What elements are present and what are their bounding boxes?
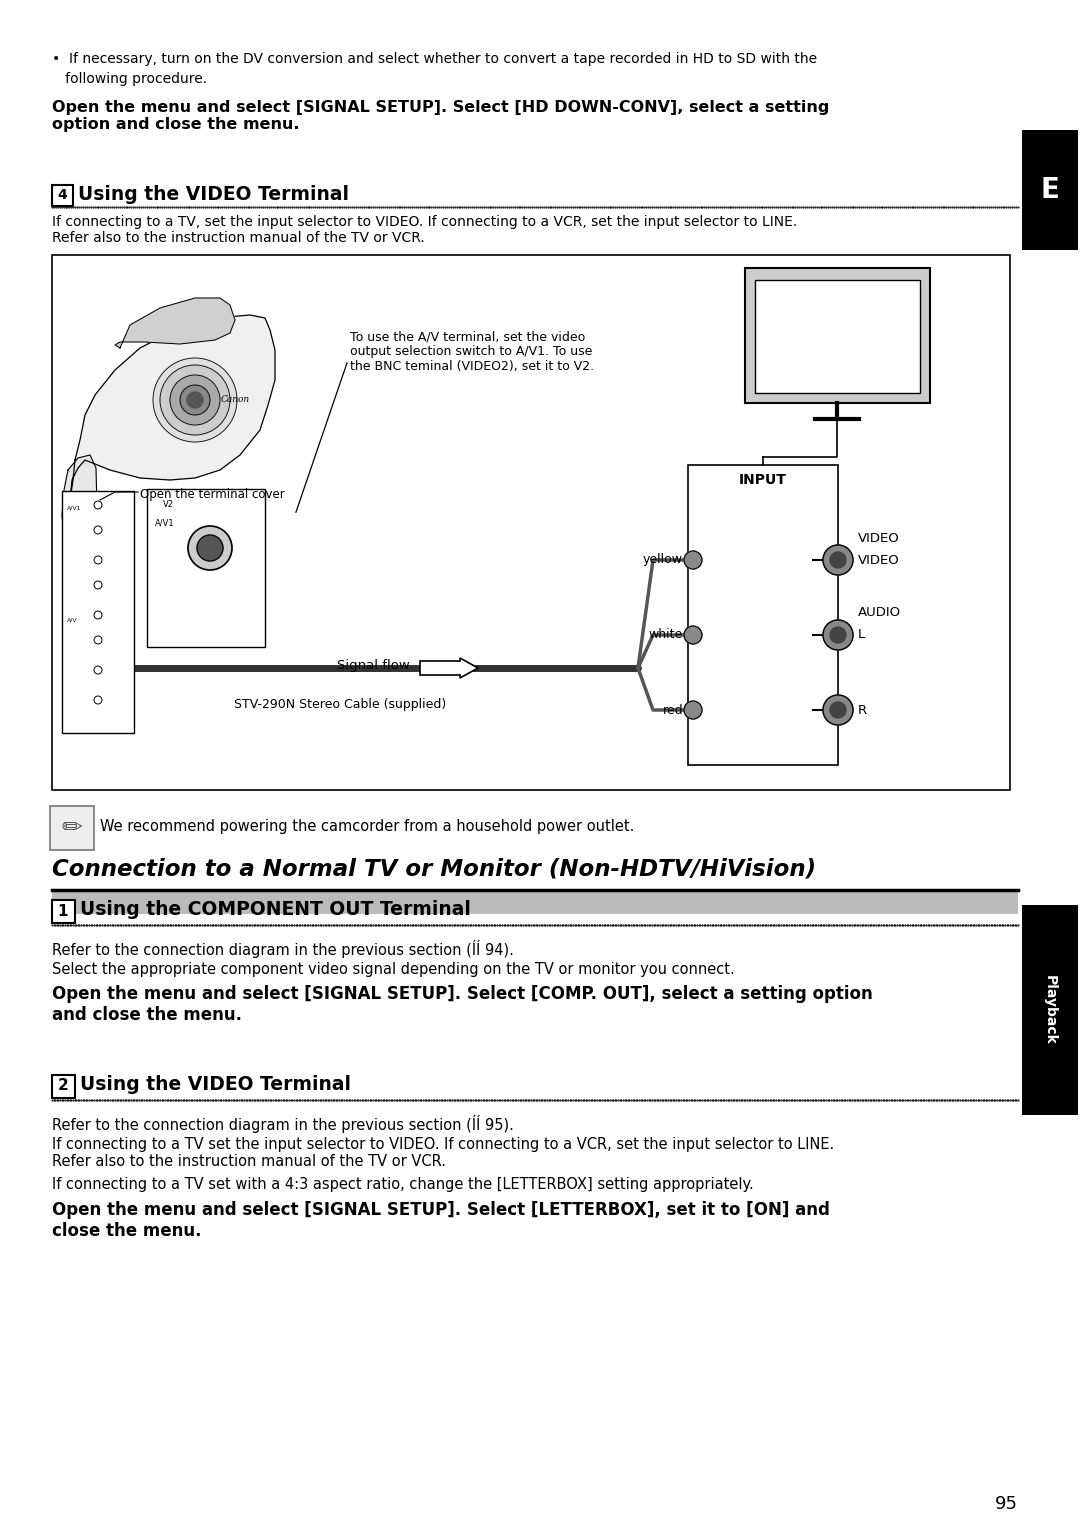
Circle shape [180, 385, 210, 416]
FancyArrow shape [420, 659, 478, 678]
Circle shape [831, 626, 846, 643]
Text: •  If necessary, turn on the DV conversion and select whether to convert a tape : • If necessary, turn on the DV conversio… [52, 52, 818, 66]
Text: ✏: ✏ [62, 816, 82, 840]
Text: A/V1: A/V1 [67, 506, 81, 510]
Text: Connection to a Normal TV or Monitor (Non-HDTV/HiVision): Connection to a Normal TV or Monitor (No… [52, 859, 816, 882]
Circle shape [187, 393, 203, 408]
Text: white: white [649, 628, 683, 642]
Circle shape [197, 535, 222, 561]
FancyBboxPatch shape [50, 805, 94, 850]
FancyBboxPatch shape [62, 490, 134, 733]
Text: E: E [1040, 176, 1059, 205]
Text: A/V: A/V [67, 617, 78, 622]
Text: Playback: Playback [1043, 975, 1057, 1045]
Circle shape [684, 626, 702, 643]
Circle shape [170, 374, 220, 425]
Circle shape [831, 552, 846, 568]
Text: If connecting to a TV, set the input selector to VIDEO. If connecting to a VCR, : If connecting to a TV, set the input sel… [52, 215, 797, 244]
FancyBboxPatch shape [52, 185, 72, 205]
Circle shape [684, 701, 702, 720]
Text: R: R [858, 703, 867, 717]
Text: Canon: Canon [220, 396, 249, 405]
FancyBboxPatch shape [52, 900, 75, 923]
FancyBboxPatch shape [52, 255, 1010, 790]
Text: If connecting to a TV set with a 4:3 aspect ratio, change the [LETTERBOX] settin: If connecting to a TV set with a 4:3 asp… [52, 1177, 754, 1192]
Text: Signal flow: Signal flow [337, 660, 410, 672]
FancyBboxPatch shape [147, 489, 265, 646]
Text: VIDEO: VIDEO [858, 532, 900, 544]
Text: 95: 95 [995, 1494, 1018, 1513]
Text: To use the A/V terminal, set the video
output selection switch to A/V1. To use
t: To use the A/V terminal, set the video o… [350, 330, 594, 373]
Text: 2: 2 [57, 1079, 68, 1094]
Circle shape [823, 545, 853, 575]
Text: L: L [858, 628, 865, 642]
Circle shape [823, 620, 853, 649]
FancyBboxPatch shape [52, 1074, 75, 1097]
FancyBboxPatch shape [745, 267, 930, 403]
FancyBboxPatch shape [52, 889, 1018, 914]
Text: Open the menu and select [SIGNAL SETUP]. Select [COMP. OUT], select a setting op: Open the menu and select [SIGNAL SETUP].… [52, 986, 873, 1024]
FancyBboxPatch shape [755, 280, 920, 393]
Polygon shape [70, 315, 275, 500]
Circle shape [684, 552, 702, 568]
Circle shape [188, 526, 232, 570]
Text: STV-290N Stereo Cable (supplied): STV-290N Stereo Cable (supplied) [234, 698, 446, 711]
Text: Open the terminal cover: Open the terminal cover [140, 487, 285, 501]
FancyBboxPatch shape [1022, 905, 1078, 1115]
Text: VIDEO: VIDEO [858, 553, 900, 567]
Text: following procedure.: following procedure. [52, 72, 207, 86]
Text: Using the VIDEO Terminal: Using the VIDEO Terminal [80, 1076, 351, 1094]
Text: We recommend powering the camcorder from a household power outlet.: We recommend powering the camcorder from… [100, 819, 634, 833]
FancyBboxPatch shape [1022, 130, 1078, 251]
Text: V2: V2 [163, 500, 174, 509]
Text: 4: 4 [57, 188, 67, 202]
Text: Open the menu and select [SIGNAL SETUP]. Select [HD DOWN-CONV], select a setting: Open the menu and select [SIGNAL SETUP].… [52, 99, 829, 133]
Circle shape [153, 358, 237, 442]
Text: INPUT: INPUT [739, 474, 787, 487]
Text: AUDIO: AUDIO [858, 607, 901, 619]
Circle shape [831, 701, 846, 718]
FancyBboxPatch shape [688, 465, 838, 766]
Text: Refer to the connection diagram in the previous section (ÍÍ 95).: Refer to the connection diagram in the p… [52, 1115, 514, 1132]
Text: red: red [662, 703, 683, 717]
Circle shape [160, 365, 230, 435]
Text: A/V1: A/V1 [156, 518, 175, 527]
Text: Using the COMPONENT OUT Terminal: Using the COMPONENT OUT Terminal [80, 900, 471, 918]
Text: Open the menu and select [SIGNAL SETUP]. Select [LETTERBOX], set it to [ON] and
: Open the menu and select [SIGNAL SETUP].… [52, 1201, 829, 1239]
Text: Refer to the connection diagram in the previous section (ÍÍ 94).: Refer to the connection diagram in the p… [52, 940, 514, 958]
Text: Using the VIDEO Terminal: Using the VIDEO Terminal [78, 185, 349, 205]
Circle shape [823, 695, 853, 724]
Polygon shape [62, 455, 97, 575]
Text: yellow: yellow [643, 553, 683, 567]
Polygon shape [114, 298, 235, 348]
Text: Select the appropriate component video signal depending on the TV or monitor you: Select the appropriate component video s… [52, 963, 734, 976]
Text: If connecting to a TV set the input selector to VIDEO. If connecting to a VCR, s: If connecting to a TV set the input sele… [52, 1137, 834, 1169]
Text: 1: 1 [57, 903, 68, 918]
